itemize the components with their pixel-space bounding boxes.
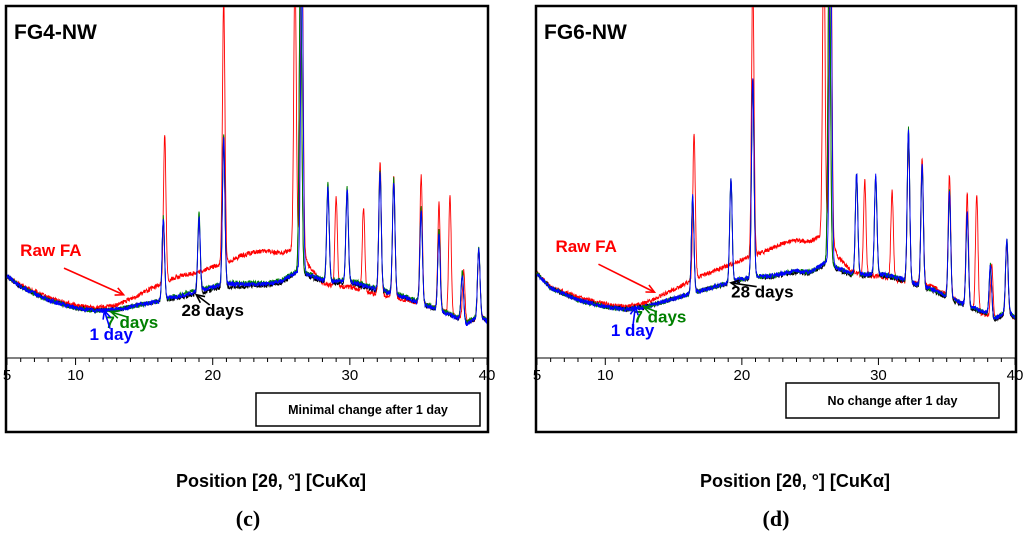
annotation-arrowhead [109,309,121,319]
annotation-arrow [63,267,124,296]
panel-frame [534,4,1018,434]
note-text: No change after 1 day [828,394,958,408]
series-line-1-day [6,7,488,327]
panel-title: FG4-NW [14,21,97,44]
panel-title: FG6-NW [544,21,627,44]
x-tick-label: 5 [533,367,541,384]
series-annotation-label: 7 days [105,313,158,332]
note-box [785,382,1000,419]
x-axis-label: Position [2θ, °] [CuKα] [700,471,890,491]
x-tick-label: 30 [870,367,887,384]
annotation-arrow [195,294,211,306]
series-line-7-days [6,7,488,325]
x-axis-label: Position [2θ, °] [CuKα] [176,471,366,491]
series-annotation-label: 28 days [731,282,793,301]
panel-frame [4,4,490,434]
note-text: Minimal change after 1 day [288,403,448,417]
x-tick-label: 10 [67,367,84,384]
x-tick-label: 20 [734,367,751,384]
annotation-arrowhead [645,284,657,293]
series-line-1-day [536,7,1015,320]
annotation-arrow [730,282,757,288]
series-annotation-label: 28 days [182,301,244,320]
x-tick-label: 30 [342,367,359,384]
x-tick-label: 5 [3,367,11,384]
series-annotation-label: 7 days [633,308,686,327]
series-line-raw-fa [536,7,1016,321]
annotation-arrowhead [114,287,126,296]
chart-panel-0: Raw FA 7 days 28 days 1 day 5 10 20 30 40 FG4-NW M… [3,4,496,531]
series-annotation-label: Raw FA [555,237,616,256]
annotation-arrowhead [729,279,740,289]
annotation-arrow [643,306,658,313]
series-annotation-label: Raw FA [20,241,81,260]
annotation-arrowhead [641,305,653,314]
x-tick-label: 40 [1007,367,1024,384]
subfigure-label: (c) [236,506,260,531]
series-line-28-days [536,7,1016,322]
annotation-arrow [632,306,637,325]
x-tick-label: 20 [204,367,221,384]
annotation-arrowhead [629,304,639,316]
annotation-arrow [110,311,129,319]
x-tick-label: 10 [597,367,614,384]
series-annotation-label: 1 day [611,321,655,340]
series-line-7-days [536,7,1016,320]
series-annotation-label: 1 day [89,325,133,344]
subfigure-label: (d) [763,506,790,531]
annotation-arrow [103,310,111,329]
annotation-arrowhead [194,293,206,304]
chart-panel-1: Raw FA 7 days 28 days 1 day 5 10 20 30 40 FG6-NW N… [533,4,1024,531]
note-box [255,392,481,427]
annotation-arrow [598,263,655,293]
annotation-arrowhead [102,308,112,320]
x-tick-label: 40 [479,367,496,384]
